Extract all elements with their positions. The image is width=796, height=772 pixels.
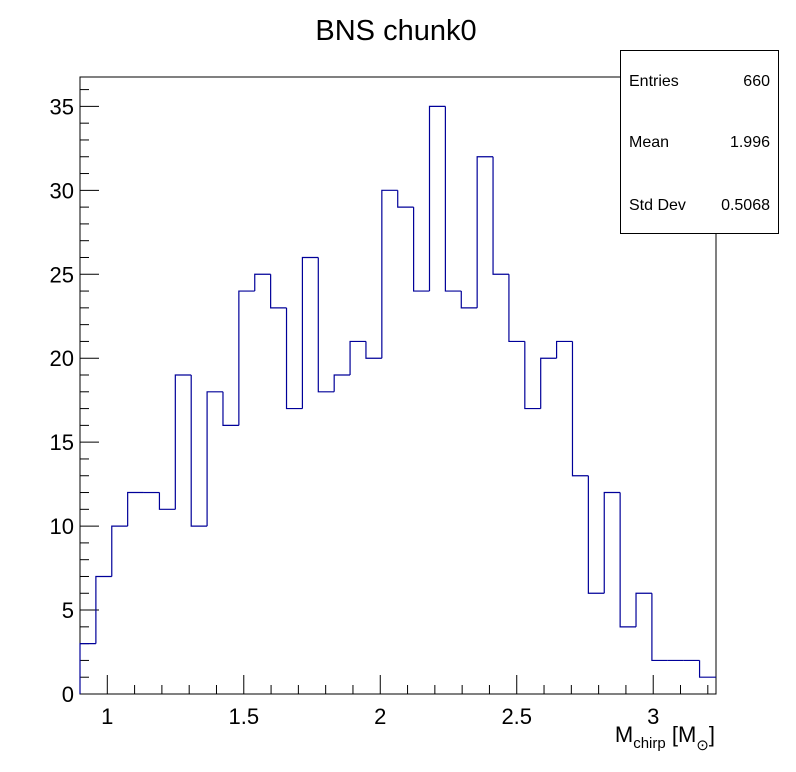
y-minor-ticks xyxy=(80,89,89,678)
histogram-bin xyxy=(555,340,573,359)
histogram-bin xyxy=(524,341,541,410)
histogram-bin xyxy=(333,374,351,392)
x-minor-ticks xyxy=(79,685,709,694)
stats-mean-value: 1.996 xyxy=(729,134,770,151)
histogram-bin xyxy=(397,190,414,208)
y-tick-label: 15 xyxy=(50,430,74,455)
histogram-bin xyxy=(492,156,509,275)
y-tick-label: 30 xyxy=(50,178,74,203)
y-tick-label: 10 xyxy=(50,514,74,539)
histogram-bins xyxy=(79,105,716,694)
histogram-bin xyxy=(79,643,96,694)
histogram-bin xyxy=(635,592,652,627)
stats-mean-label: Mean xyxy=(629,134,670,151)
stats-stddev-label: Std Dev xyxy=(629,197,686,214)
histogram-bin xyxy=(619,492,637,628)
histogram-bin xyxy=(381,189,398,359)
histogram-bin xyxy=(603,491,621,594)
histogram-bin xyxy=(651,593,668,662)
histogram-bin xyxy=(238,290,255,426)
x-axis-label: Mchirp [M⊙] xyxy=(615,722,715,754)
histogram-bin xyxy=(587,475,605,594)
histogram-bin xyxy=(460,291,478,309)
y-tick-label: 20 xyxy=(50,346,74,371)
histogram-bin xyxy=(571,341,589,477)
y-tick-label: 25 xyxy=(50,262,74,287)
histogram-bin xyxy=(540,357,557,409)
histogram-bin xyxy=(222,391,239,426)
stats-entries-value: 660 xyxy=(743,73,770,90)
histogram-bin xyxy=(206,391,223,527)
histogram-bin xyxy=(127,491,144,527)
histogram-bin xyxy=(698,660,716,678)
histogram-bin xyxy=(428,105,446,292)
x-tick-label: 2.5 xyxy=(501,704,532,729)
histogram-bin xyxy=(174,374,192,510)
x-tick-labels: 1 1.5 2 2.5 3 xyxy=(101,704,659,729)
histogram-bin xyxy=(190,375,208,527)
chart-title: BNS chunk0 xyxy=(315,15,476,47)
histogram-bin xyxy=(254,273,271,292)
histogram-bin xyxy=(111,525,128,577)
histogram-bin xyxy=(285,307,303,410)
histogram-bin xyxy=(444,106,462,292)
y-tick-label: 35 xyxy=(50,94,74,119)
histogram-bin xyxy=(508,274,525,343)
histogram-bin xyxy=(301,256,319,409)
plot-frame xyxy=(79,76,717,695)
y-tick-label: 5 xyxy=(62,598,74,623)
stats-box: Entries 660 Mean 1.996 Std Dev 0.5068 xyxy=(620,50,779,234)
x-tick-label: 2 xyxy=(374,704,386,729)
stats-stddev-value: 0.5068 xyxy=(721,197,770,214)
x-tick-label: 3 xyxy=(647,704,659,729)
histogram-bin xyxy=(365,341,382,359)
x-major-ticks xyxy=(106,675,654,694)
histogram-bin xyxy=(158,492,176,510)
histogram-bin xyxy=(270,274,287,309)
y-major-ticks xyxy=(80,105,99,695)
histogram-bin xyxy=(476,156,494,308)
histogram-bin xyxy=(95,575,112,644)
y-tick-label: 0 xyxy=(62,682,74,707)
stats-entries-label: Entries xyxy=(629,73,679,90)
x-tick-label: 1.5 xyxy=(228,704,259,729)
y-tick-labels: 0 5 10 15 20 25 30 35 xyxy=(50,94,74,707)
histogram-bin xyxy=(413,207,430,292)
x-tick-label: 1 xyxy=(101,704,113,729)
histogram-bin xyxy=(317,257,335,393)
histogram-bin xyxy=(349,340,366,376)
